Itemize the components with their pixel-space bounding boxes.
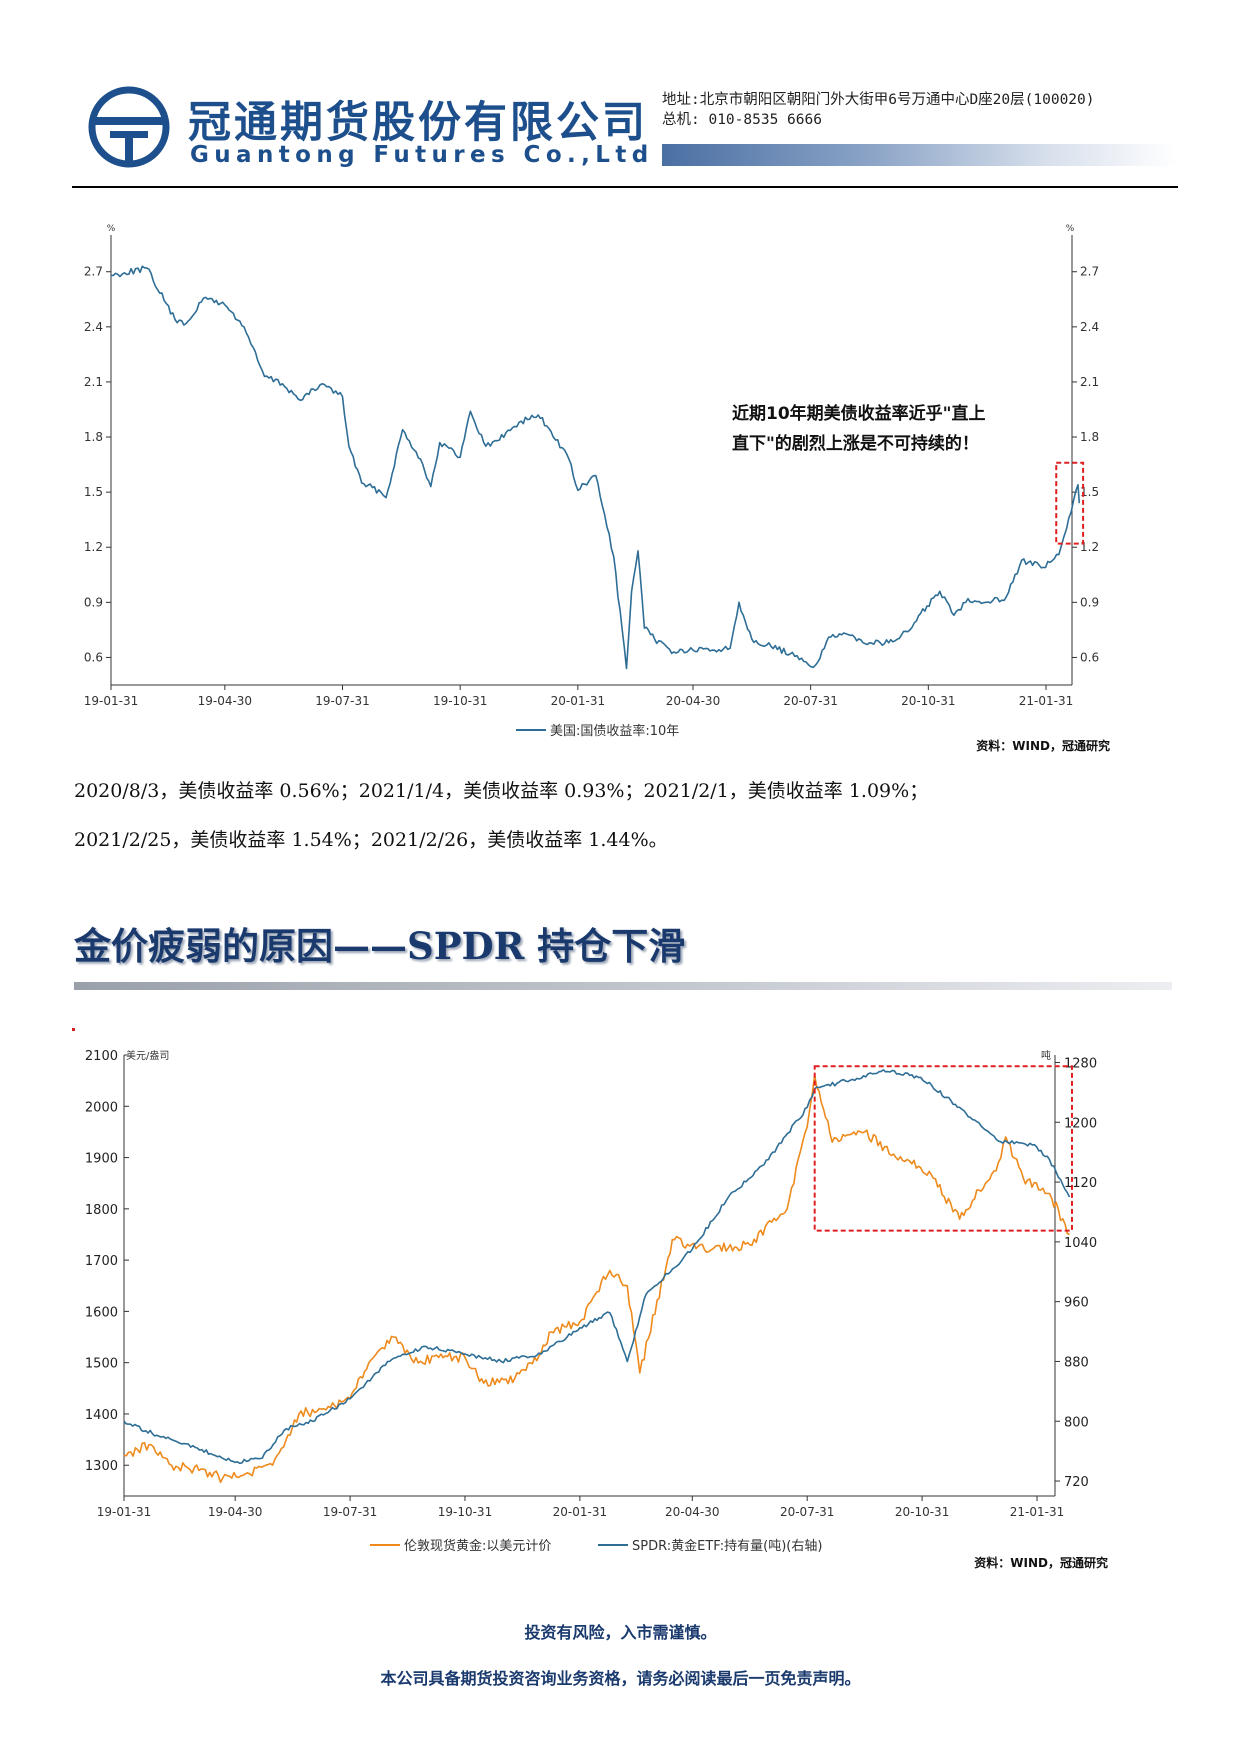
chart1-ytick-label-right: 1.8 bbox=[1080, 430, 1099, 444]
risk-notice: 投资有风险，入市需谨慎。 bbox=[524, 1623, 717, 1642]
chart2-ytick-label-right: 880 bbox=[1064, 1355, 1089, 1370]
chart2-xtick-label: 20-01-31 bbox=[553, 1505, 607, 1519]
chart1-xtick-label: 20-04-30 bbox=[666, 694, 720, 708]
chart2-xtick-label: 19-07-31 bbox=[323, 1505, 377, 1519]
chart1-annotation-line-2: 直下"的剧烈上涨是不可持续的！ bbox=[732, 433, 979, 454]
header-gradient-bar bbox=[662, 144, 1178, 166]
chart1-ytick-label-right: 1.2 bbox=[1080, 540, 1099, 554]
chart1-source: 资料：WIND，冠通研究 bbox=[976, 738, 1110, 753]
chart1-legend-label: 美国:国债收益率:10年 bbox=[550, 723, 679, 739]
chart2-ytick-label-right: 1280 bbox=[1064, 1056, 1097, 1071]
section-title: 金价疲弱的原因——SPDR 持仓下滑 bbox=[74, 924, 686, 968]
chart1-ytick-label-right: 2.4 bbox=[1080, 320, 1099, 334]
chart1-ytick-label-left: 2.7 bbox=[84, 265, 103, 279]
chart1-annotation-line-1: 近期10年期美债收益率近乎"直上 bbox=[732, 403, 986, 424]
chart2-ytick-label-left: 2000 bbox=[85, 1100, 118, 1115]
chart1-xtick-label: 20-10-31 bbox=[901, 694, 955, 708]
company-address: 地址:北京市朝阳区朝阳门外大街甲6号万通中心D座20层(100020) bbox=[662, 92, 1095, 108]
chart1-ytick-label-right: 2.1 bbox=[1080, 375, 1099, 389]
chart1-ytick-label-left: 1.5 bbox=[84, 485, 103, 499]
chart2-ytick-label-left: 1400 bbox=[85, 1408, 118, 1423]
chart2-xtick-label: 21-01-31 bbox=[1010, 1505, 1064, 1519]
chart2-left-unit: 美元/盎司 bbox=[126, 1049, 169, 1062]
chart1-ytick-label-left: 1.2 bbox=[84, 540, 103, 554]
header-divider bbox=[72, 186, 1178, 188]
chart1-series-line bbox=[110, 265, 1081, 670]
chart2-ytick-label-right: 1040 bbox=[1064, 1236, 1097, 1251]
chart2-spdr-line bbox=[123, 1069, 1071, 1465]
chart2-xtick-label: 20-04-30 bbox=[665, 1505, 719, 1519]
chart1-ytick-label-right: 1.5 bbox=[1080, 485, 1099, 499]
company-name-cn: 冠通期货股份有限公司 bbox=[188, 98, 648, 148]
chart2-xtick-label: 19-04-30 bbox=[208, 1505, 262, 1519]
chart2-ytick-label-left: 1600 bbox=[85, 1305, 118, 1320]
chart2-xtick-label: 19-01-31 bbox=[97, 1505, 151, 1519]
chart2-ytick-label-left: 1800 bbox=[85, 1203, 118, 1218]
chart1-left-unit: % bbox=[107, 224, 116, 234]
chart2-xtick-label: 20-10-31 bbox=[895, 1505, 949, 1519]
chart2-xtick-label: 19-10-31 bbox=[438, 1505, 492, 1519]
chart1-right-unit: % bbox=[1066, 224, 1075, 234]
chart2-ytick-label-right: 1200 bbox=[1064, 1116, 1097, 1131]
chart1-ytick-label-left: 2.4 bbox=[84, 320, 103, 334]
section-underline-bar bbox=[74, 982, 1172, 990]
chart2-gold-line bbox=[123, 1074, 1070, 1484]
chart1-ytick-label-right: 0.6 bbox=[1080, 650, 1099, 664]
chart2-ytick-label-left: 1300 bbox=[85, 1459, 118, 1474]
chart1-ytick-label-left: 0.6 bbox=[84, 650, 103, 664]
chart1-xtick-label: 21-01-31 bbox=[1019, 694, 1073, 708]
chart2-ytick-label-right: 1120 bbox=[1064, 1176, 1097, 1191]
company-phone: 总机: 010-8535 6666 bbox=[662, 112, 822, 128]
company-logo bbox=[88, 86, 170, 168]
chart1-ytick-label-left: 0.9 bbox=[84, 595, 103, 609]
yield-paragraph-line-2: 2021/2/25，美债收益率 1.54%；2021/2/26，美债收益率 1.… bbox=[74, 829, 668, 851]
chart1-ytick-label-right: 2.7 bbox=[1080, 265, 1099, 279]
chart1-highlight-box bbox=[1055, 461, 1085, 545]
chart2-right-unit: 吨 bbox=[1041, 1049, 1051, 1062]
chart2-legend-label-spdr: SPDR:黄金ETF:持有量(吨)(右轴) bbox=[632, 1538, 822, 1554]
chart1-xtick-label: 20-07-31 bbox=[783, 694, 837, 708]
chart1-xtick-label: 20-01-31 bbox=[551, 694, 605, 708]
chart2-source: 资料：WIND，冠通研究 bbox=[974, 1555, 1108, 1570]
chart1-ytick-label-left: 1.8 bbox=[84, 430, 103, 444]
chart1-xtick-label: 19-01-31 bbox=[84, 694, 138, 708]
chart1-ytick-label-left: 2.1 bbox=[84, 375, 103, 389]
chart2-xtick-label: 20-07-31 bbox=[780, 1505, 834, 1519]
chart2-ytick-label-left: 1500 bbox=[85, 1357, 118, 1372]
chart2-ytick-label-left: 1700 bbox=[85, 1254, 118, 1269]
red-dot-mark bbox=[72, 1028, 75, 1031]
chart1-ytick-label-right: 0.9 bbox=[1080, 595, 1099, 609]
chart2-ytick-label-right: 800 bbox=[1064, 1415, 1089, 1430]
chart2-ytick-label-right: 720 bbox=[1064, 1475, 1089, 1490]
yield-paragraph-line-1: 2020/8/3，美债收益率 0.56%；2021/1/4，美债收益率 0.93… bbox=[74, 780, 929, 802]
chart2-ytick-label-left: 2100 bbox=[85, 1049, 118, 1064]
chart2-ytick-label-right: 960 bbox=[1064, 1296, 1089, 1311]
chart1-xtick-label: 19-04-30 bbox=[198, 694, 252, 708]
chart2-highlight-box bbox=[813, 1065, 1073, 1232]
chart2-legend-label-gold: 伦敦现货黄金:以美元计价 bbox=[404, 1538, 551, 1554]
company-name-en: Guantong Futures Co.,Ltd bbox=[190, 142, 654, 168]
disclaimer-notice: 本公司具备期货投资咨询业务资格，请务必阅读最后一页免责声明。 bbox=[380, 1669, 861, 1688]
chart1-xtick-label: 19-10-31 bbox=[433, 694, 487, 708]
chart2-ytick-label-left: 1900 bbox=[85, 1152, 118, 1167]
chart1-xtick-label: 19-07-31 bbox=[315, 694, 369, 708]
